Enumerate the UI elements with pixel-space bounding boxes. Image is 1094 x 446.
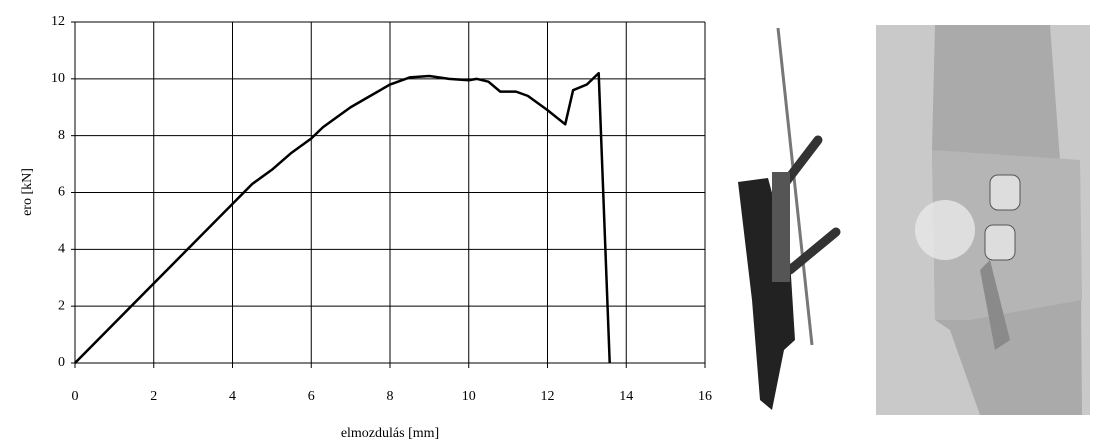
y-tick-label: 10 xyxy=(51,71,65,86)
y-tick-label: 2 xyxy=(58,298,65,313)
y-tick-label: 4 xyxy=(58,242,65,257)
y-tick-label: 0 xyxy=(58,355,65,370)
x-axis-label: elmozdulás [mm] xyxy=(341,426,439,441)
photo-side xyxy=(735,25,850,415)
plot: 0 2 4 6 8 10 12 0 2 4 6 8 10 12 14 16 xyxy=(51,14,712,404)
x-tick-label: 14 xyxy=(619,389,633,404)
x-tick-label: 10 xyxy=(462,389,476,404)
x-tick-label: 6 xyxy=(308,389,315,404)
x-tick-label: 0 xyxy=(72,389,79,404)
y-tick-label: 8 xyxy=(58,128,65,143)
x-tick-label: 16 xyxy=(698,389,712,404)
x-tick-label: 2 xyxy=(150,389,157,404)
photo-front xyxy=(876,25,1090,415)
y-tick-label: 6 xyxy=(58,185,65,200)
x-tick-label: 4 xyxy=(229,389,236,404)
data-line xyxy=(74,71,611,364)
x-tick-label: 8 xyxy=(387,389,394,404)
y-axis-label: ero [kN] xyxy=(20,168,35,216)
x-tick-label: 12 xyxy=(541,389,555,404)
y-tick-label: 12 xyxy=(51,14,65,29)
